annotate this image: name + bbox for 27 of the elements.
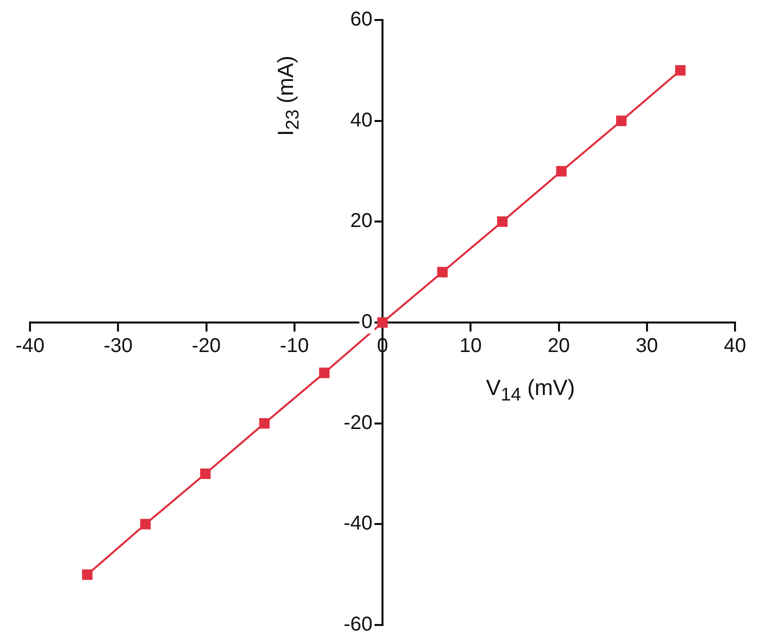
x-tick-label: -30 xyxy=(104,335,133,358)
y-tick-label: 60 xyxy=(350,8,372,31)
y-tick-label: -60 xyxy=(344,614,372,633)
point xyxy=(140,518,151,530)
y-tick-label: 40 xyxy=(350,109,372,132)
point xyxy=(497,216,508,227)
x-tick-label: -20 xyxy=(192,335,221,358)
y-tick-label: 20 xyxy=(350,210,372,232)
x-tick-label: 10 xyxy=(460,335,482,358)
point xyxy=(200,468,211,479)
x-tick-label: 40 xyxy=(724,335,746,358)
y-tick-label: -20 xyxy=(344,412,372,434)
x-tick-label: 30 xyxy=(636,335,658,358)
point xyxy=(556,166,567,176)
point xyxy=(82,569,93,580)
point xyxy=(259,418,270,429)
point xyxy=(675,65,686,76)
x-tick-label: -40 xyxy=(16,335,44,358)
point xyxy=(616,116,627,126)
point xyxy=(319,368,330,378)
x-axis-title: V$_{14}$ (mV) xyxy=(486,374,575,405)
x-tick-label: 20 xyxy=(548,335,570,358)
y-tick-label: -40 xyxy=(344,512,372,535)
point xyxy=(377,317,388,328)
point xyxy=(437,266,448,278)
y-tick-label: 0 xyxy=(361,311,372,334)
x-tick-label: -10 xyxy=(280,335,309,358)
